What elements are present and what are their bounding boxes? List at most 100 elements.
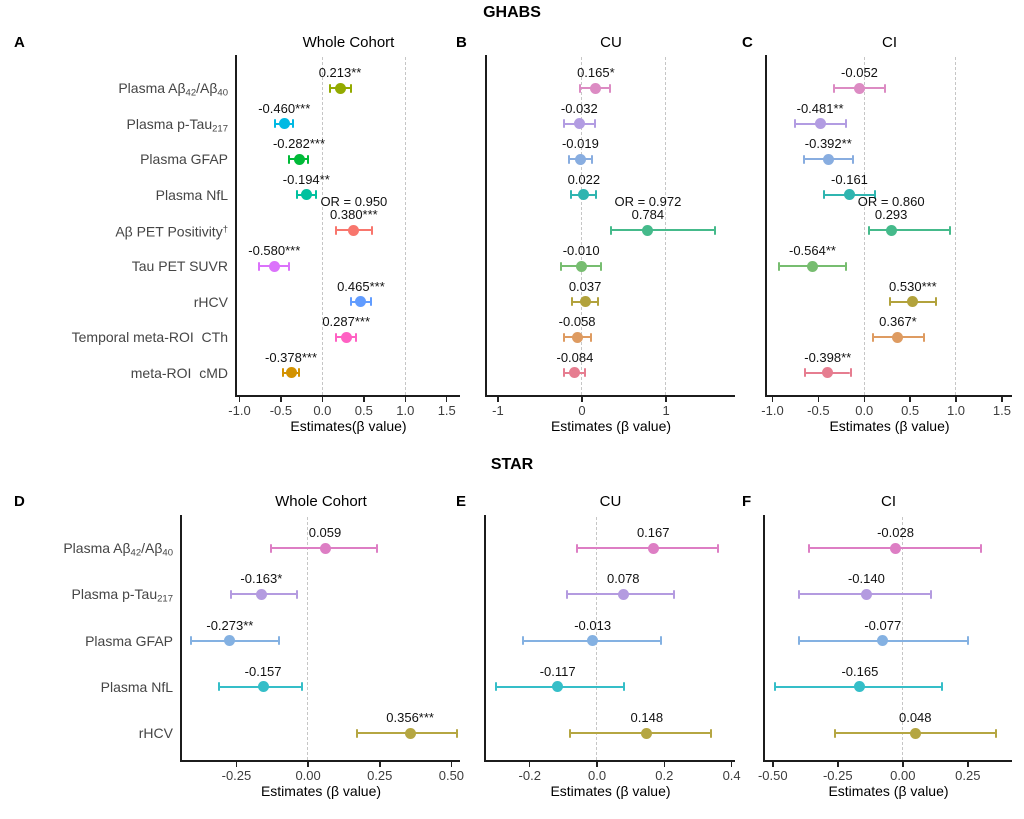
estimate-label-B-plasma-ptau217: -0.032 [560, 100, 598, 116]
x-tick-label-F-0: -0.50 [757, 768, 788, 783]
ci-cap-left-B-plasma-nfl [570, 190, 573, 200]
x-tick-label-C-3: 0.5 [901, 403, 920, 418]
ci-cap-left-E-plasma-nfl [495, 682, 498, 692]
x-tick-A-0 [238, 397, 241, 402]
estimate-label-C-plasma-nfl: -0.161 [831, 171, 868, 187]
estimate-label-E-plasma-ab42-ab40: 0.167 [636, 525, 670, 540]
estimate-point-C-plasma-gfap [822, 153, 834, 165]
estimate-point-C-plasma-nfl [843, 189, 855, 201]
y-axis-line-B [485, 55, 487, 397]
x-tick-label-C-5: 1.5 [992, 403, 1011, 418]
x-tick-B-2 [665, 397, 667, 402]
ci-cap-left-B-temporal-meta-roi-cth [562, 332, 565, 342]
estimate-point-B-tau-pet-suvr [575, 260, 587, 272]
ci-cap-right-D-plasma-gfap [278, 636, 281, 646]
estimate-point-C-plasma-ptau217 [814, 118, 826, 130]
row-label-segment: Plasma Aβ [118, 80, 186, 96]
ci-cap-right-C-plasma-gfap [852, 154, 855, 164]
estimate-label-A-plasma-gfap: -0.282*** [272, 136, 326, 152]
estimate-label-A-plasma-ptau217: -0.460*** [258, 100, 311, 116]
row-label-segment: Plasma p-Tau [126, 115, 213, 132]
estimate-point-C-tau-pet-suvr [807, 260, 818, 272]
x-tick-D-1 [307, 762, 309, 767]
x-tick-F-2 [902, 762, 904, 767]
ci-cap-left-A-tau-pet-suvr [258, 261, 261, 271]
ci-cap-right-C-rhcv [934, 297, 937, 307]
estimate-point-A-plasma-nfl [300, 189, 312, 201]
estimate-label-F-plasma-nfl: -0.165 [841, 663, 879, 679]
x-tick-C-5 [1001, 397, 1003, 402]
estimate-label-F-plasma-ptau217: -0.140 [847, 571, 885, 587]
row-label-A-temporal-meta-roi-cth: Temporal meta-ROI CTh [72, 328, 228, 346]
ci-cap-right-A-temporal-meta-roi-cth [355, 332, 358, 342]
panel-letter-D: D [14, 493, 25, 510]
estimate-label-B-tau-pet-suvr: -0.010 [562, 243, 600, 258]
ci-cap-left-C-tau-pet-suvr [777, 261, 780, 271]
ci-cap-right-B-plasma-nfl [595, 190, 598, 200]
x-tick-D-3 [450, 762, 453, 767]
estimate-point-B-plasma-ptau217 [573, 118, 585, 130]
x-tick-C-0 [771, 397, 774, 402]
ci-cap-left-A-plasma-ab42-ab40 [328, 83, 331, 93]
x-axis-line-E [484, 760, 735, 762]
ci-cap-left-C-plasma-ptau217 [793, 119, 796, 129]
estimate-label-C-plasma-gfap: -0.392** [804, 136, 852, 152]
panel-letter-A: A [14, 34, 25, 51]
panel-title-C: CI [882, 34, 897, 51]
ci-cap-left-E-plasma-ptau217 [565, 589, 568, 599]
ci-cap-right-B-temporal-meta-roi-cth [590, 332, 593, 342]
row-label-segment: Plasma GFAP [85, 632, 173, 649]
ci-cap-right-E-plasma-ab42-ab40 [717, 543, 720, 553]
panel-letter-B: B [456, 34, 467, 51]
estimate-label-D-plasma-nfl: -0.157 [244, 663, 282, 679]
estimate-point-D-plasma-ptau217 [255, 588, 267, 600]
estimate-label-A-abeta-pet-positivity: 0.380*** [330, 207, 378, 223]
panel-title-E: CU [599, 493, 622, 510]
ci-cap-right-C-meta-roi-cmd [849, 368, 852, 378]
x-tick-C-4 [955, 397, 957, 402]
estimate-point-D-plasma-ab42-ab40 [319, 542, 331, 554]
ci-cap-left-C-plasma-ab42-ab40 [832, 83, 835, 93]
ci-cap-left-E-plasma-ab42-ab40 [575, 543, 578, 553]
x-tick-D-0 [235, 762, 238, 767]
ci-cap-right-A-plasma-nfl [314, 190, 317, 200]
ci-cap-right-C-plasma-nfl [874, 190, 877, 200]
x-axis-title-E: Estimates (β value) [550, 783, 671, 799]
ci-cap-right-E-plasma-ptau217 [673, 589, 676, 599]
x-tick-label-C-4: 1.0 [946, 403, 966, 418]
estimate-point-C-abeta-pet-positivity [885, 224, 897, 236]
x-tick-label-F-1: -0.25 [822, 768, 853, 783]
estimate-label-B-meta-roi-cmd: -0.084 [556, 349, 594, 365]
ci-cap-right-C-plasma-ptau217 [844, 119, 847, 129]
estimate-point-A-tau-pet-suvr [268, 260, 280, 272]
x-tick-B-0 [497, 397, 499, 402]
ci-cap-left-B-plasma-ptau217 [563, 119, 566, 129]
estimate-point-F-plasma-ab42-ab40 [890, 542, 902, 554]
x-tick-F-1 [837, 762, 839, 767]
ci-cap-left-F-plasma-ptau217 [797, 589, 800, 599]
estimate-label-B-abeta-pet-positivity: 0.784 [631, 207, 665, 223]
estimate-label-F-plasma-ab42-ab40: -0.028 [877, 525, 914, 540]
x-tick-B-1 [581, 397, 583, 402]
y-axis-line-F [763, 515, 765, 762]
estimate-label-A-tau-pet-suvr: -0.580*** [248, 243, 301, 258]
estimate-point-E-plasma-gfap [587, 635, 599, 647]
ci-cap-right-B-plasma-ptau217 [593, 119, 596, 129]
row-label-D-plasma-ab42-ab40: Plasma Aβ42/Aβ40 [63, 539, 173, 563]
row-label-A-rhcv: rHCV [194, 293, 228, 311]
ci-cap-left-F-plasma-ab42-ab40 [808, 543, 811, 553]
estimate-point-C-rhcv [907, 296, 919, 308]
estimate-label-E-plasma-ptau217: 0.078 [607, 571, 640, 587]
x-axis-title-A: Estimates(β value) [290, 418, 407, 434]
x-tick-label-C-0: -1.0 [761, 403, 784, 418]
ci-cap-right-B-rhcv [596, 297, 599, 307]
ci-cap-right-F-rhcv [995, 728, 998, 738]
ci-cap-right-A-rhcv [370, 297, 373, 307]
ci-cap-right-E-rhcv [710, 728, 713, 738]
x-axis-line-B [485, 395, 735, 397]
panel-letter-C: C [742, 34, 753, 51]
row-label-segment: 217 [212, 123, 228, 135]
ci-cap-right-E-plasma-gfap [659, 636, 662, 646]
x-tick-C-3 [909, 397, 911, 402]
